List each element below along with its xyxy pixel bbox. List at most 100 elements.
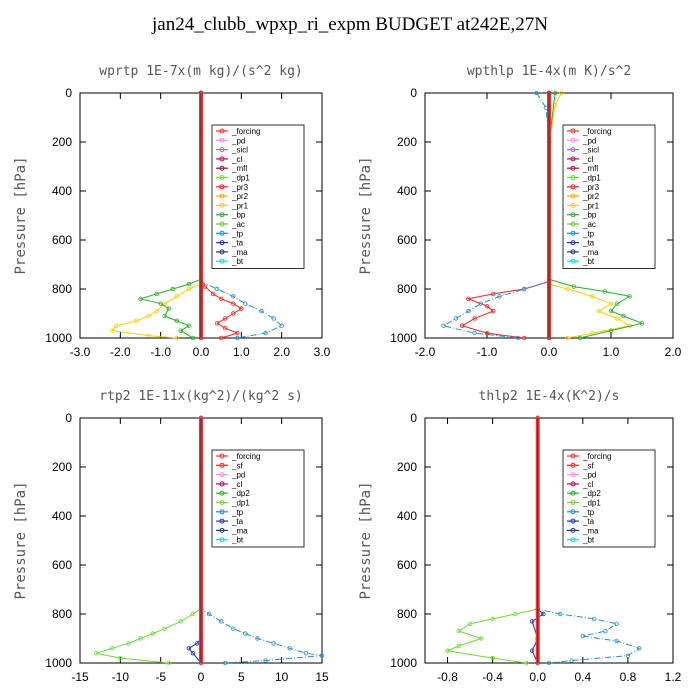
- legend-marker: [219, 249, 225, 255]
- legend-label: _dp1: [231, 174, 250, 183]
- x-tick-label: 0: [198, 670, 205, 684]
- legend-marker: [570, 490, 576, 496]
- series-line-tp: [200, 93, 283, 339]
- series-line-pr1: [111, 93, 202, 339]
- data-point-dp1: [150, 631, 155, 636]
- series-line-tp: [537, 418, 641, 664]
- data-point-bp: [615, 301, 620, 306]
- legend-label: _mfl: [231, 164, 247, 173]
- data-point-ta: [529, 619, 535, 624]
- data-point-tp: [279, 323, 284, 328]
- data-point-bp: [158, 301, 163, 306]
- legend-label: _pr2: [582, 192, 600, 201]
- legend-marker: [570, 221, 576, 227]
- legend-marker: [570, 527, 576, 533]
- data-point-ta: [541, 611, 546, 617]
- y-axis-label: Pressure [hPa]: [13, 156, 29, 274]
- x-tick-label: 0.8: [620, 670, 637, 684]
- data-point-ta: [529, 648, 535, 653]
- y-tick-label: 0: [65, 86, 72, 100]
- legend-marker: [570, 230, 576, 236]
- legend-label: _bt: [231, 257, 244, 266]
- legend-marker: [219, 518, 225, 524]
- legend-label: _pd: [582, 471, 596, 480]
- legend-label: _dp1: [231, 499, 250, 508]
- data-point-dp1: [178, 619, 184, 624]
- y-tick-label: 800: [397, 282, 417, 296]
- legend-marker: [219, 202, 225, 208]
- data-point-dp1: [491, 291, 496, 297]
- data-point-tp: [453, 316, 459, 321]
- legend-label: _pr1: [582, 201, 600, 210]
- legend-label: _pd: [582, 136, 596, 145]
- legend-marker: [570, 518, 576, 524]
- legend-marker: [219, 175, 225, 180]
- series-line-dp1: [200, 93, 243, 339]
- legend-marker: [219, 509, 225, 515]
- data-point-dp1: [126, 641, 131, 646]
- legend-marker: [219, 212, 225, 218]
- data-point-dp1: [524, 660, 529, 666]
- x-tick-label: 2.0: [665, 345, 682, 359]
- data-point-tp: [546, 660, 552, 666]
- data-point-dp1: [218, 296, 224, 301]
- legend-marker: [219, 221, 225, 227]
- y-tick-label: 200: [397, 135, 417, 149]
- data-point-tp: [206, 611, 212, 617]
- x-tick-label: -10: [112, 670, 130, 684]
- y-tick-label: 0: [65, 411, 72, 425]
- data-point-tp: [235, 335, 240, 341]
- x-tick-label: 10: [275, 670, 289, 684]
- data-point-ta: [194, 641, 200, 646]
- legend-marker: [570, 193, 576, 199]
- legend-label: _cl: [231, 155, 242, 164]
- data-point-bp: [639, 321, 645, 326]
- data-point-tp: [271, 641, 276, 646]
- data-point-dp1: [472, 316, 477, 321]
- y-tick-label: 1000: [390, 331, 417, 345]
- data-point-bp: [602, 289, 607, 294]
- data-point-tp: [534, 90, 539, 96]
- legend-label: _ma: [231, 526, 248, 535]
- legend-label: _forcing: [231, 127, 260, 136]
- x-tick-label: 1.0: [603, 345, 620, 359]
- y-tick-label: 400: [397, 184, 417, 198]
- data-point-dp1: [522, 335, 527, 341]
- data-point-bp: [577, 335, 583, 341]
- data-point-tp: [478, 301, 483, 306]
- data-point-tp: [222, 660, 228, 666]
- legend-marker: [219, 258, 225, 264]
- y-tick-label: 600: [52, 558, 72, 572]
- data-point-tp: [625, 653, 631, 658]
- series-line-dp1: [460, 93, 550, 339]
- data-point-tp: [231, 294, 236, 299]
- legend-label: _tp: [231, 508, 244, 517]
- data-point-dp1: [235, 330, 240, 336]
- x-tick-label: 2.0: [273, 345, 290, 359]
- legend-marker: [570, 137, 576, 143]
- x-tick-label: 1.2: [665, 670, 682, 684]
- data-point-tp: [614, 621, 619, 626]
- legend-marker: [219, 453, 225, 459]
- data-point-dp1: [214, 321, 220, 326]
- legend-label: _ta: [582, 239, 595, 248]
- data-point-dp1: [110, 646, 115, 651]
- y-tick-label: 0: [410, 411, 417, 425]
- legend-marker: [219, 240, 225, 246]
- data-point-dp1: [210, 291, 216, 297]
- legend-label: _tp: [231, 229, 244, 238]
- y-tick-label: 800: [52, 282, 72, 296]
- data-point-tp: [263, 658, 268, 663]
- legend-label: _tp: [582, 508, 595, 517]
- legend-marker: [219, 128, 225, 134]
- data-point-tp: [580, 633, 586, 639]
- data-point-bp: [571, 284, 576, 289]
- data-point-tp: [522, 286, 527, 292]
- data-point-pr1: [146, 313, 151, 319]
- legend-label: _ac: [231, 220, 245, 229]
- legend-label: _ma: [231, 248, 248, 257]
- data-point-tp: [231, 626, 236, 631]
- data-point-tp: [441, 323, 446, 328]
- legend-label: _dp1: [582, 174, 601, 183]
